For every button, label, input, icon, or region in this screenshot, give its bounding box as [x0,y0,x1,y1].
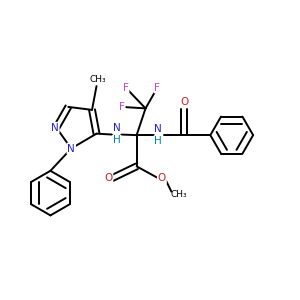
Text: F: F [154,82,160,93]
Text: O: O [104,173,112,183]
Text: O: O [158,173,166,183]
Text: N: N [154,124,162,134]
Text: CH₃: CH₃ [90,75,106,84]
Text: N: N [51,123,59,133]
Text: O: O [180,98,188,107]
Text: H: H [113,136,121,146]
Text: N: N [113,123,121,133]
Text: F: F [123,82,129,93]
Text: F: F [119,102,125,112]
Text: H: H [154,136,162,146]
Text: CH₃: CH₃ [170,190,187,199]
Text: N: N [68,143,75,154]
